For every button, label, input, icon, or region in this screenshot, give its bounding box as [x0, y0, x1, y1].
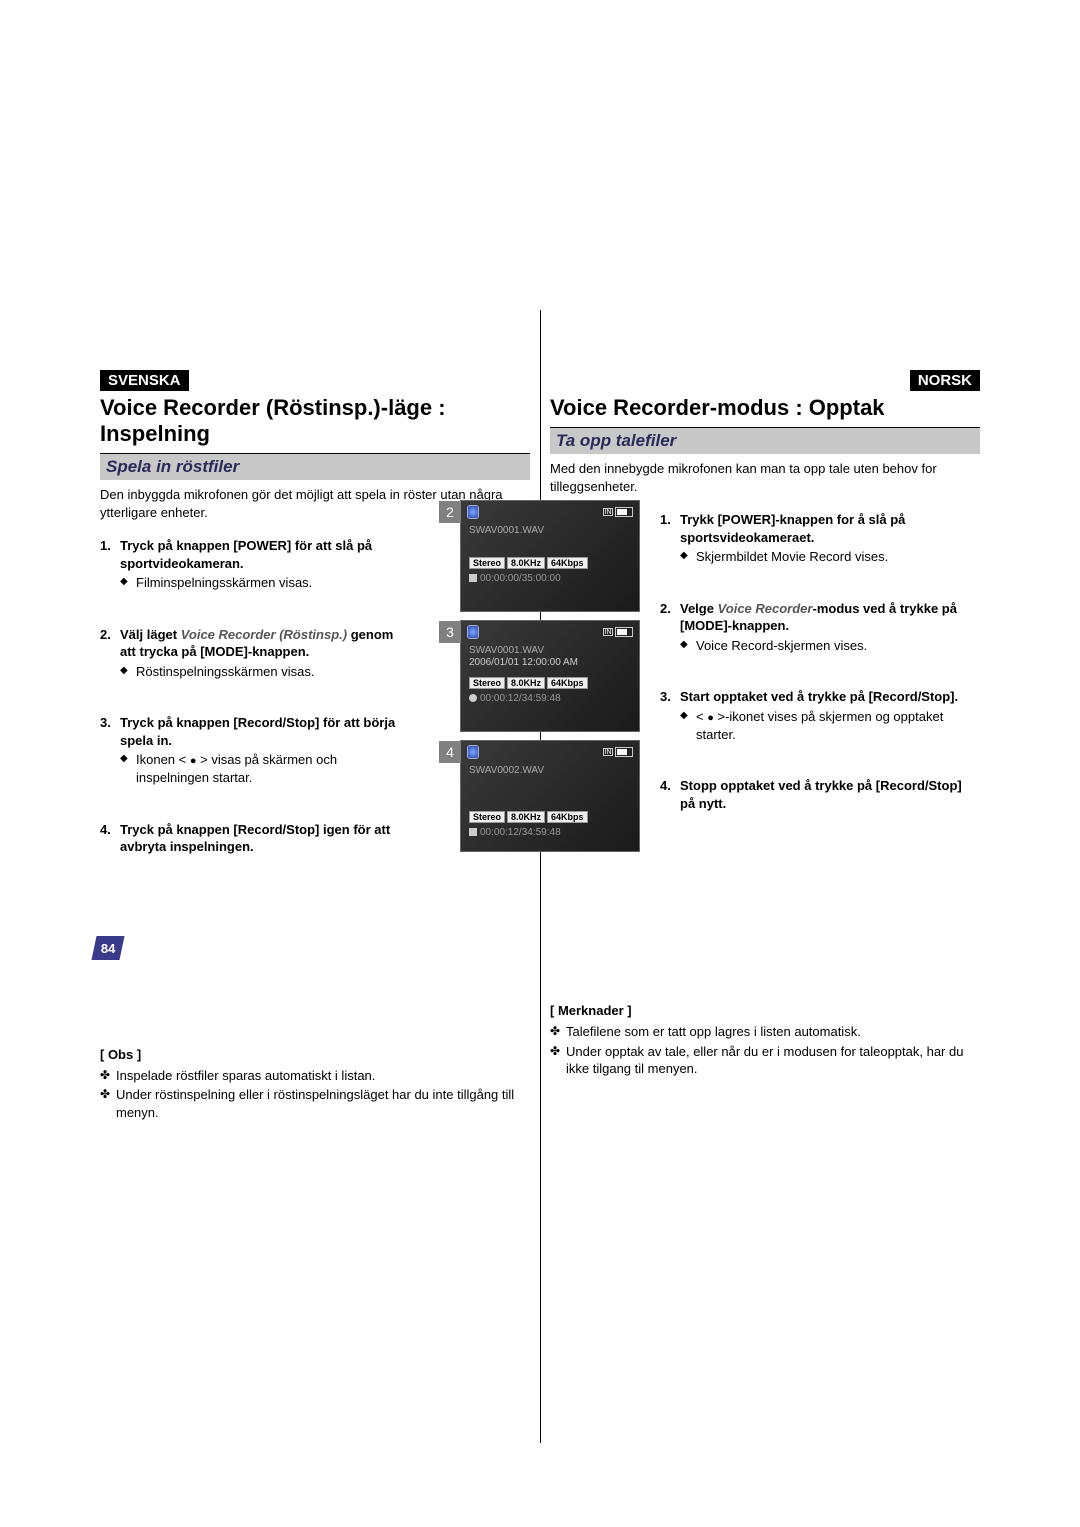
step-sub: < ● >-ikonet vises på skjermen og opptak…: [680, 708, 980, 743]
screenshot-4: 4 IN SWAV0002.WAV Stereo 8.0KHz 64Kbps 0…: [460, 740, 640, 852]
step-text: Tryck på knappen [Record/Stop] för att b…: [120, 715, 395, 748]
step-number: 4.: [100, 821, 111, 839]
device-screenshots: 2 IN SWAV0001.WAV Stereo 8.0KHz 64Kbps 0…: [460, 500, 640, 860]
step-3-right: 3. Start opptaket ved å trykke på [Recor…: [660, 688, 980, 743]
time-counter: 00:00:12/34:59:48: [469, 827, 561, 838]
note-item: Talefilene som er tatt opp lagres i list…: [550, 1023, 980, 1041]
filename: SWAV0001.WAV: [469, 525, 544, 536]
record-icon: [469, 694, 477, 702]
note-item: Inspelade röstfiler sparas automatiskt i…: [100, 1067, 530, 1085]
step-number: 2.: [660, 600, 671, 618]
step-sub: Röstinspelningsskärmen visas.: [120, 663, 400, 681]
notes-title-left: [ Obs ]: [100, 1046, 530, 1064]
page-number-badge: 84: [91, 936, 124, 960]
step-sub: Skjermbildet Movie Record vises.: [680, 548, 980, 566]
audio-badges: Stereo 8.0KHz 64Kbps: [469, 557, 588, 569]
stereo-badge: Stereo: [469, 811, 505, 823]
screenshot-2: 2 IN SWAV0001.WAV Stereo 8.0KHz 64Kbps 0…: [460, 500, 640, 612]
intro-right: Med den innebygde mikrofonen kan man ta …: [550, 460, 980, 495]
screenshot-tag: 3: [439, 621, 461, 643]
khz-badge: 8.0KHz: [507, 677, 545, 689]
battery-icon: [615, 747, 633, 757]
subtitle-bar-left: Spela in röstfiler: [100, 453, 530, 480]
step-number: 1.: [100, 537, 111, 555]
screenshot-3: 3 IN SWAV0001.WAV 2006/01/01 12:00:00 AM…: [460, 620, 640, 732]
microphone-icon: [467, 745, 479, 759]
kbps-badge: 64Kbps: [547, 677, 588, 689]
time-counter: 00:00:12/34:59:48: [469, 693, 561, 704]
kbps-badge: 64Kbps: [547, 557, 588, 569]
subtitle-right: Ta opp talefiler: [556, 431, 676, 450]
filename: SWAV0001.WAV: [469, 645, 544, 656]
step-text: Välj läget Voice Recorder (Röstinsp.) ge…: [120, 627, 393, 660]
audio-badges: Stereo 8.0KHz 64Kbps: [469, 811, 588, 823]
datetime: 2006/01/01 12:00:00 AM: [469, 657, 578, 668]
section-title-left: Voice Recorder (Röstinsp.)-läge : Inspel…: [100, 395, 530, 447]
battery-indicator: IN: [603, 627, 633, 637]
note-item: Under opptak av tale, eller når du er i …: [550, 1043, 980, 1078]
step-2-left: 2. Välj läget Voice Recorder (Röstinsp.)…: [100, 626, 400, 681]
battery-indicator: IN: [603, 507, 633, 517]
step-text: Stopp opptaket ved å trykke på [Record/S…: [680, 778, 962, 811]
microphone-icon: [467, 625, 479, 639]
stereo-badge: Stereo: [469, 677, 505, 689]
record-icon: ●: [190, 755, 197, 767]
notes-left: [ Obs ] Inspelade röstfiler sparas autom…: [100, 1046, 530, 1121]
section-title-right: Voice Recorder-modus : Opptak: [550, 395, 980, 421]
subtitle-left: Spela in röstfiler: [106, 457, 239, 476]
record-icon: ●: [707, 712, 714, 724]
screenshot-tag: 4: [439, 741, 461, 763]
battery-indicator: IN: [603, 747, 633, 757]
storage-icon: IN: [603, 508, 613, 516]
khz-badge: 8.0KHz: [507, 557, 545, 569]
notes-title-right: [ Merknader ]: [550, 1002, 980, 1020]
audio-badges: Stereo 8.0KHz 64Kbps: [469, 677, 588, 689]
step-number: 3.: [100, 714, 111, 732]
kbps-badge: 64Kbps: [547, 811, 588, 823]
storage-icon: IN: [603, 748, 613, 756]
page-number: 84: [101, 941, 115, 956]
storage-icon: IN: [603, 628, 613, 636]
step-number: 2.: [100, 626, 111, 644]
step-sub: Voice Record-skjermen vises.: [680, 637, 980, 655]
step-text: Start opptaket ved å trykke på [Record/S…: [680, 689, 958, 704]
subtitle-bar-right: Ta opp talefiler: [550, 427, 980, 454]
step-1-left: 1. Tryck på knappen [POWER] för att slå …: [100, 537, 400, 592]
language-badge-norsk: NORSK: [910, 370, 980, 391]
step-text: Velge Voice Recorder-modus ved å trykke …: [680, 601, 957, 634]
note-item: Under röstinspelning eller i röstinspeln…: [100, 1086, 530, 1121]
microphone-icon: [467, 505, 479, 519]
step-sub: Filminspelningsskärmen visas.: [120, 574, 400, 592]
battery-icon: [615, 507, 633, 517]
step-4-left: 4. Tryck på knappen [Record/Stop] igen f…: [100, 821, 400, 856]
manual-page: SVENSKA Voice Recorder (Röstinsp.)-läge …: [100, 370, 980, 1123]
step-number: 3.: [660, 688, 671, 706]
step-text: Trykk [POWER]-knappen for å slå på sport…: [680, 512, 905, 545]
step-number: 1.: [660, 511, 671, 529]
khz-badge: 8.0KHz: [507, 811, 545, 823]
step-number: 4.: [660, 777, 671, 795]
stop-icon: [469, 828, 477, 836]
stop-icon: [469, 574, 477, 582]
step-3-left: 3. Tryck på knappen [Record/Stop] för at…: [100, 714, 400, 786]
step-text: Tryck på knappen [Record/Stop] igen för …: [120, 822, 390, 855]
filename: SWAV0002.WAV: [469, 765, 544, 776]
step-2-right: 2. Velge Voice Recorder-modus ved å tryk…: [660, 600, 980, 655]
screenshot-tag: 2: [439, 501, 461, 523]
step-4-right: 4. Stopp opptaket ved å trykke på [Recor…: [660, 777, 980, 812]
stereo-badge: Stereo: [469, 557, 505, 569]
time-counter: 00:00:00/35:00:00: [469, 573, 561, 584]
battery-icon: [615, 627, 633, 637]
step-sub: Ikonen < ● > visas på skärmen och inspel…: [120, 751, 400, 786]
step-text: Tryck på knappen [POWER] för att slå på …: [120, 538, 372, 571]
language-badge-svenska: SVENSKA: [100, 370, 189, 391]
step-1-right: 1. Trykk [POWER]-knappen for å slå på sp…: [660, 511, 980, 566]
notes-right: [ Merknader ] Talefilene som er tatt opp…: [550, 1002, 980, 1077]
